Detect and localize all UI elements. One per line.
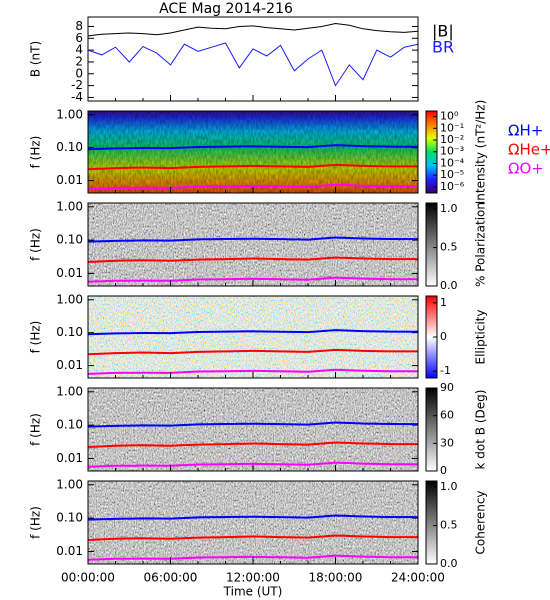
y-tick-label: 0.01	[56, 544, 83, 558]
y-axis-label: f (Hz)	[29, 228, 43, 261]
colorbar-label: % Polarization	[474, 202, 488, 287]
series-line	[87, 441, 418, 448]
colorbar-tick-label: 0.5	[440, 519, 458, 532]
legend-entry: ΩO+	[508, 160, 544, 178]
series-line	[87, 276, 418, 283]
series-line	[87, 256, 418, 263]
colorbar-label: Coherency	[474, 490, 488, 554]
spectrogram-image	[88, 388, 418, 471]
colorbar-tick-label: 0.0	[440, 279, 458, 292]
colorbar-tick-label: 10⁻¹	[440, 121, 464, 134]
colorbar-tick-label: 10⁻⁴	[440, 156, 465, 169]
spectrogram-image	[88, 203, 418, 286]
y-tick-label: 4	[75, 43, 83, 57]
y-tick-label: 0.10	[56, 325, 83, 339]
spectrogram-image	[88, 296, 418, 378]
spectrogram-texture	[88, 111, 418, 193]
colorbar-tick-label: 10⁰	[440, 110, 459, 123]
y-tick-label: 1.00	[56, 107, 83, 121]
y-axis-label: B (nT)	[29, 41, 43, 77]
y-tick-label: 0.10	[56, 140, 83, 154]
x-tick-label: 06:00:00	[144, 571, 198, 585]
y-tick-label: 0.10	[56, 233, 83, 247]
series-line	[87, 144, 419, 151]
y-tick-label: 0.01	[56, 358, 83, 372]
title: ACE Mag 2014-216	[159, 1, 293, 17]
colorbar-tick-label: 60	[440, 409, 454, 422]
series-line	[87, 183, 418, 190]
colorbar-tick-label: 30	[440, 436, 454, 449]
colorbar-label: Ellipticity	[474, 310, 488, 365]
colorbar	[425, 480, 438, 565]
colorbar-tick-label: 10⁻²	[440, 133, 464, 146]
colorbar-tick-label: 0.5	[440, 241, 458, 254]
series-line	[87, 329, 419, 336]
x-axis-label: Time (UT)	[223, 585, 283, 599]
x-tick-label: 18:00:00	[309, 571, 363, 585]
y-tick-label: -2	[71, 78, 83, 92]
y-tick-label: 0.10	[56, 511, 83, 525]
colorbar-tick-label: -1	[440, 364, 451, 377]
legend-entry: BR	[432, 38, 454, 57]
colorbar-tick-label: 1.0	[440, 480, 458, 493]
colorbar	[425, 387, 438, 472]
colorbar-label: k dot B (Deg)	[474, 390, 488, 470]
y-tick-label: 6	[75, 31, 83, 45]
y-axis-label: f (Hz)	[29, 321, 43, 354]
legend-entry: |B|	[432, 22, 454, 41]
series-line	[87, 554, 418, 561]
y-tick-label: 0	[75, 66, 83, 80]
colorbar-tick-label: 1	[440, 296, 447, 309]
colorbar-label: Intensity (nT²/Hz)	[474, 100, 488, 205]
series-line	[87, 42, 419, 87]
y-axis-label: f (Hz)	[29, 413, 43, 446]
colorbar-tick-label: 0	[440, 464, 447, 477]
y-tick-label: 0.01	[56, 451, 83, 465]
colorbar	[425, 202, 438, 287]
y-axis-label: f (Hz)	[29, 136, 43, 169]
series-line	[87, 22, 419, 37]
y-tick-label: 1.00	[56, 292, 83, 306]
series-line	[87, 163, 418, 171]
colorbar-tick-label: 10⁻³	[440, 145, 464, 158]
series-line	[87, 348, 418, 356]
x-tick-label: 12:00:00	[226, 571, 280, 585]
y-tick-label: 1.00	[56, 384, 83, 398]
series-line	[87, 368, 418, 375]
y-tick-label: 1.00	[56, 199, 83, 213]
y-tick-label: 8	[75, 19, 83, 33]
spectrogram-image	[88, 481, 418, 564]
series-line	[87, 421, 419, 428]
series-line	[87, 534, 418, 541]
colorbar-tick-label: 10⁻⁵	[440, 168, 464, 181]
colorbar-tick-label: 90	[440, 381, 454, 394]
colorbar-tick-label: 1.0	[440, 202, 458, 215]
colorbar-tick-label: 0.0	[440, 557, 458, 570]
colorbar-tick-label: 0	[440, 330, 447, 343]
y-tick-label: 2	[75, 54, 83, 68]
y-tick-label: 0.01	[56, 173, 83, 187]
series-line	[87, 461, 418, 468]
series-line	[87, 514, 419, 521]
x-tick-label: 24:00:00	[391, 571, 445, 585]
y-axis-label: f (Hz)	[29, 506, 43, 539]
x-tick-label: 00:00:00	[61, 571, 115, 585]
legend-entry: ΩHe+	[508, 141, 550, 159]
series-line	[87, 236, 419, 243]
y-tick-label: 1.00	[56, 477, 83, 491]
legend-entry: ΩH+	[508, 122, 543, 140]
y-tick-label: 0.10	[56, 418, 83, 432]
y-tick-label: -4	[71, 90, 83, 104]
y-tick-label: 0.01	[56, 266, 83, 280]
colorbar-tick-label: 10⁻⁶	[440, 180, 465, 193]
